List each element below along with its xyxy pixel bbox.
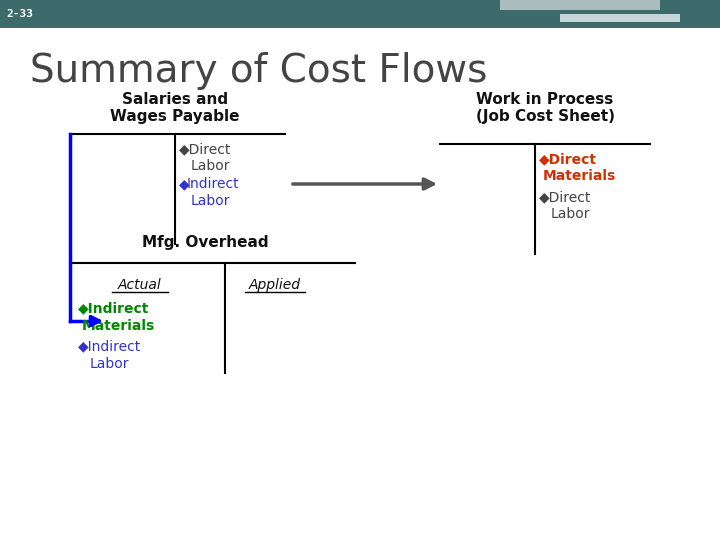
Text: Labor: Labor xyxy=(90,357,130,371)
Text: Indirect: Indirect xyxy=(187,177,240,191)
Text: ◆Indirect: ◆Indirect xyxy=(78,301,149,315)
Text: Actual: Actual xyxy=(118,278,162,292)
Text: 2-33: 2-33 xyxy=(6,9,33,19)
Text: ◆Direct: ◆Direct xyxy=(539,190,591,204)
Text: Salaries and
Wages Payable: Salaries and Wages Payable xyxy=(110,92,240,124)
Text: Labor: Labor xyxy=(551,207,590,221)
Text: Materials: Materials xyxy=(82,319,156,333)
Text: ◆: ◆ xyxy=(179,177,189,191)
Text: Applied: Applied xyxy=(249,278,301,292)
Text: Labor: Labor xyxy=(191,159,230,173)
Text: ◆Indirect: ◆Indirect xyxy=(78,339,141,353)
FancyBboxPatch shape xyxy=(500,0,660,10)
Text: ◆Direct: ◆Direct xyxy=(539,152,597,166)
Text: ◆Direct: ◆Direct xyxy=(179,142,231,156)
Text: Labor: Labor xyxy=(191,194,230,208)
Text: Work in Process
(Job Cost Sheet): Work in Process (Job Cost Sheet) xyxy=(475,92,614,124)
Text: Summary of Cost Flows: Summary of Cost Flows xyxy=(30,52,487,90)
FancyBboxPatch shape xyxy=(560,14,680,22)
FancyBboxPatch shape xyxy=(0,0,720,28)
Text: Materials: Materials xyxy=(543,169,616,183)
Text: Mfg. Overhead: Mfg. Overhead xyxy=(142,235,269,250)
